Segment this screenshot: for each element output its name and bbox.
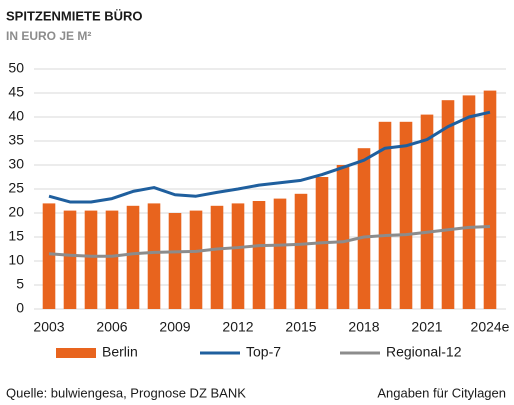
x-tick-label: 2012 <box>222 319 253 335</box>
bar <box>273 198 287 309</box>
bar <box>147 203 161 309</box>
bar <box>483 90 497 309</box>
chart-title: SPITZENMIETE BÜRO <box>6 8 143 23</box>
y-tick-label: 20 <box>8 204 24 220</box>
y-tick-label: 10 <box>8 252 24 268</box>
x-tick-label: 2015 <box>285 319 316 335</box>
bar <box>126 205 140 309</box>
bar <box>336 165 350 309</box>
y-tick-label: 25 <box>8 180 24 196</box>
source-note: Quelle: bulwiengesa, Prognose DZ BANK <box>6 385 246 400</box>
bar <box>231 203 245 309</box>
y-tick-label: 50 <box>8 60 24 76</box>
y-tick-label: 0 <box>16 300 24 316</box>
footnote: Angaben für Citylagen <box>377 385 506 400</box>
chart-subtitle: IN EURO JE M² <box>6 29 91 43</box>
x-tick-label: 2006 <box>96 319 127 335</box>
line <box>48 224 491 258</box>
legend-label: Berlin <box>102 344 138 360</box>
bar <box>378 121 392 309</box>
bar <box>441 100 455 309</box>
y-tick-label: 5 <box>16 276 24 292</box>
bar <box>105 210 119 309</box>
bar <box>399 121 413 309</box>
bar <box>252 201 266 309</box>
x-tick-label: 2003 <box>33 319 64 335</box>
y-tick-label: 35 <box>8 132 24 148</box>
line <box>48 110 491 204</box>
x-tick-label: 2018 <box>348 319 379 335</box>
x-tick-label: 2021 <box>411 319 442 335</box>
y-tick-label: 30 <box>8 156 24 172</box>
x-tick-label: 2009 <box>159 319 190 335</box>
bar <box>189 210 203 309</box>
bar <box>294 193 308 309</box>
y-tick-label: 40 <box>8 108 24 124</box>
x-tick-label: 2024e <box>471 319 510 335</box>
legend-label: Top-7 <box>246 344 281 360</box>
bar <box>84 210 98 309</box>
bar <box>462 95 476 310</box>
legend-label: Regional-12 <box>386 344 462 360</box>
bar <box>42 203 56 309</box>
bar <box>168 213 182 309</box>
y-tick-label: 15 <box>8 228 24 244</box>
bar <box>210 205 224 309</box>
y-tick-label: 45 <box>8 84 24 100</box>
bar <box>63 210 77 309</box>
bar <box>357 148 371 309</box>
legend-swatch <box>56 348 96 358</box>
bar <box>420 114 434 309</box>
